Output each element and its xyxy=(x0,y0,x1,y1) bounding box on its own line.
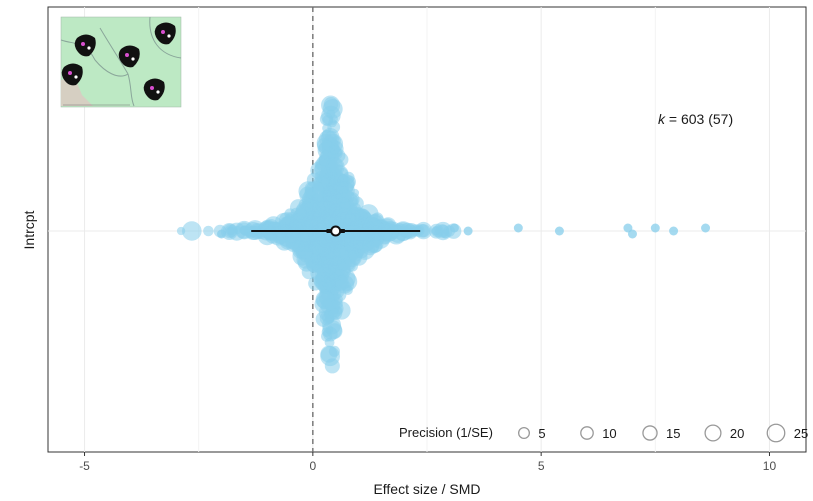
data-point xyxy=(324,186,335,197)
data-point xyxy=(325,298,337,311)
data-point xyxy=(321,130,332,140)
data-point xyxy=(260,220,279,239)
inset-map-marker-dot xyxy=(156,90,160,94)
mean-estimate-point xyxy=(330,225,342,237)
data-point-outlier xyxy=(627,229,637,239)
legend-size-label: 10 xyxy=(602,426,616,441)
x-tick-label: 5 xyxy=(538,459,545,473)
legend-size-circle xyxy=(518,426,531,439)
legend-size-label: 25 xyxy=(794,426,808,441)
legend-size-circle xyxy=(704,424,722,442)
x-tick-label: 10 xyxy=(763,459,777,473)
data-point xyxy=(367,238,383,253)
legend-size-label: 20 xyxy=(730,426,744,441)
inset-map-marker-dot xyxy=(167,34,171,38)
data-point xyxy=(415,224,429,238)
data-point xyxy=(326,323,343,339)
inset-map-marker xyxy=(61,63,83,86)
inset-map-marker-dot xyxy=(125,53,129,57)
legend-size-label: 5 xyxy=(538,426,545,441)
inset-map-region xyxy=(61,78,93,106)
data-point-outlier xyxy=(669,226,679,236)
inset-map-marker-dot xyxy=(81,42,85,46)
data-point xyxy=(328,308,340,320)
data-point xyxy=(234,220,254,240)
x-tick-label: 0 xyxy=(309,459,316,473)
inset-map-marker xyxy=(154,22,176,45)
data-point xyxy=(336,181,355,200)
data-point-outlier xyxy=(226,226,236,236)
data-point xyxy=(322,147,336,161)
inset-map-marker-dot xyxy=(131,57,135,61)
inset-map-marker xyxy=(74,34,96,57)
data-point-outlier xyxy=(217,229,227,239)
summary-estimate xyxy=(251,225,421,237)
data-point-outlier xyxy=(650,223,660,233)
legend-title: Precision (1/SE) xyxy=(399,425,493,440)
data-point-outlier xyxy=(440,229,450,239)
inset-map-marker-dot xyxy=(87,46,91,50)
data-point xyxy=(318,211,327,221)
data-point-outlier xyxy=(513,223,523,233)
x-axis-ticks: -5 0 5 10 xyxy=(79,452,776,473)
data-point xyxy=(328,345,340,357)
data-point xyxy=(328,114,338,124)
inset-map-marker-dot xyxy=(161,30,165,34)
data-point-outlier xyxy=(701,223,711,233)
inset-map-marker xyxy=(143,78,165,101)
inset-map-marker-dot xyxy=(150,86,154,90)
data-point xyxy=(344,213,357,226)
data-point-outlier xyxy=(449,223,459,233)
legend-size-circle xyxy=(580,426,594,440)
data-point xyxy=(295,201,315,221)
data-point xyxy=(324,201,337,214)
annotation-k-value: = 603 (57) xyxy=(665,111,733,127)
data-point xyxy=(331,136,341,146)
data-point xyxy=(308,253,322,268)
data-point-outlier xyxy=(431,226,441,236)
data-point xyxy=(344,235,363,254)
legend-size-circle xyxy=(642,425,658,441)
inset-map-marker xyxy=(118,45,140,68)
data-point xyxy=(331,255,342,266)
data-point-outlier xyxy=(554,226,564,236)
inset-map-borders xyxy=(60,16,182,107)
data-point xyxy=(203,225,214,237)
inset-map-marker-dot xyxy=(68,71,72,75)
y-axis-title: Intrcpt xyxy=(21,210,37,249)
legend-size-circle xyxy=(766,423,786,443)
data-point xyxy=(310,193,325,208)
data-point xyxy=(182,221,202,241)
legend-sizes: 5 10 15 20 25 xyxy=(518,423,808,443)
inset-map xyxy=(60,16,182,108)
annotation-k-symbol: k xyxy=(658,111,666,127)
data-point xyxy=(370,225,385,240)
data-point xyxy=(320,158,337,175)
data-point xyxy=(324,358,340,374)
annotation-k: k = 603 (57) xyxy=(658,111,733,127)
data-point xyxy=(285,235,303,253)
inset-map-marker-dot xyxy=(74,75,78,79)
data-point xyxy=(349,196,364,211)
x-axis-title: Effect size / SMD xyxy=(373,481,480,497)
data-point-outlier xyxy=(463,226,473,236)
data-point xyxy=(316,243,331,257)
data-point xyxy=(322,277,336,291)
x-tick-label: -5 xyxy=(79,459,90,473)
legend-size-label: 15 xyxy=(666,426,680,441)
